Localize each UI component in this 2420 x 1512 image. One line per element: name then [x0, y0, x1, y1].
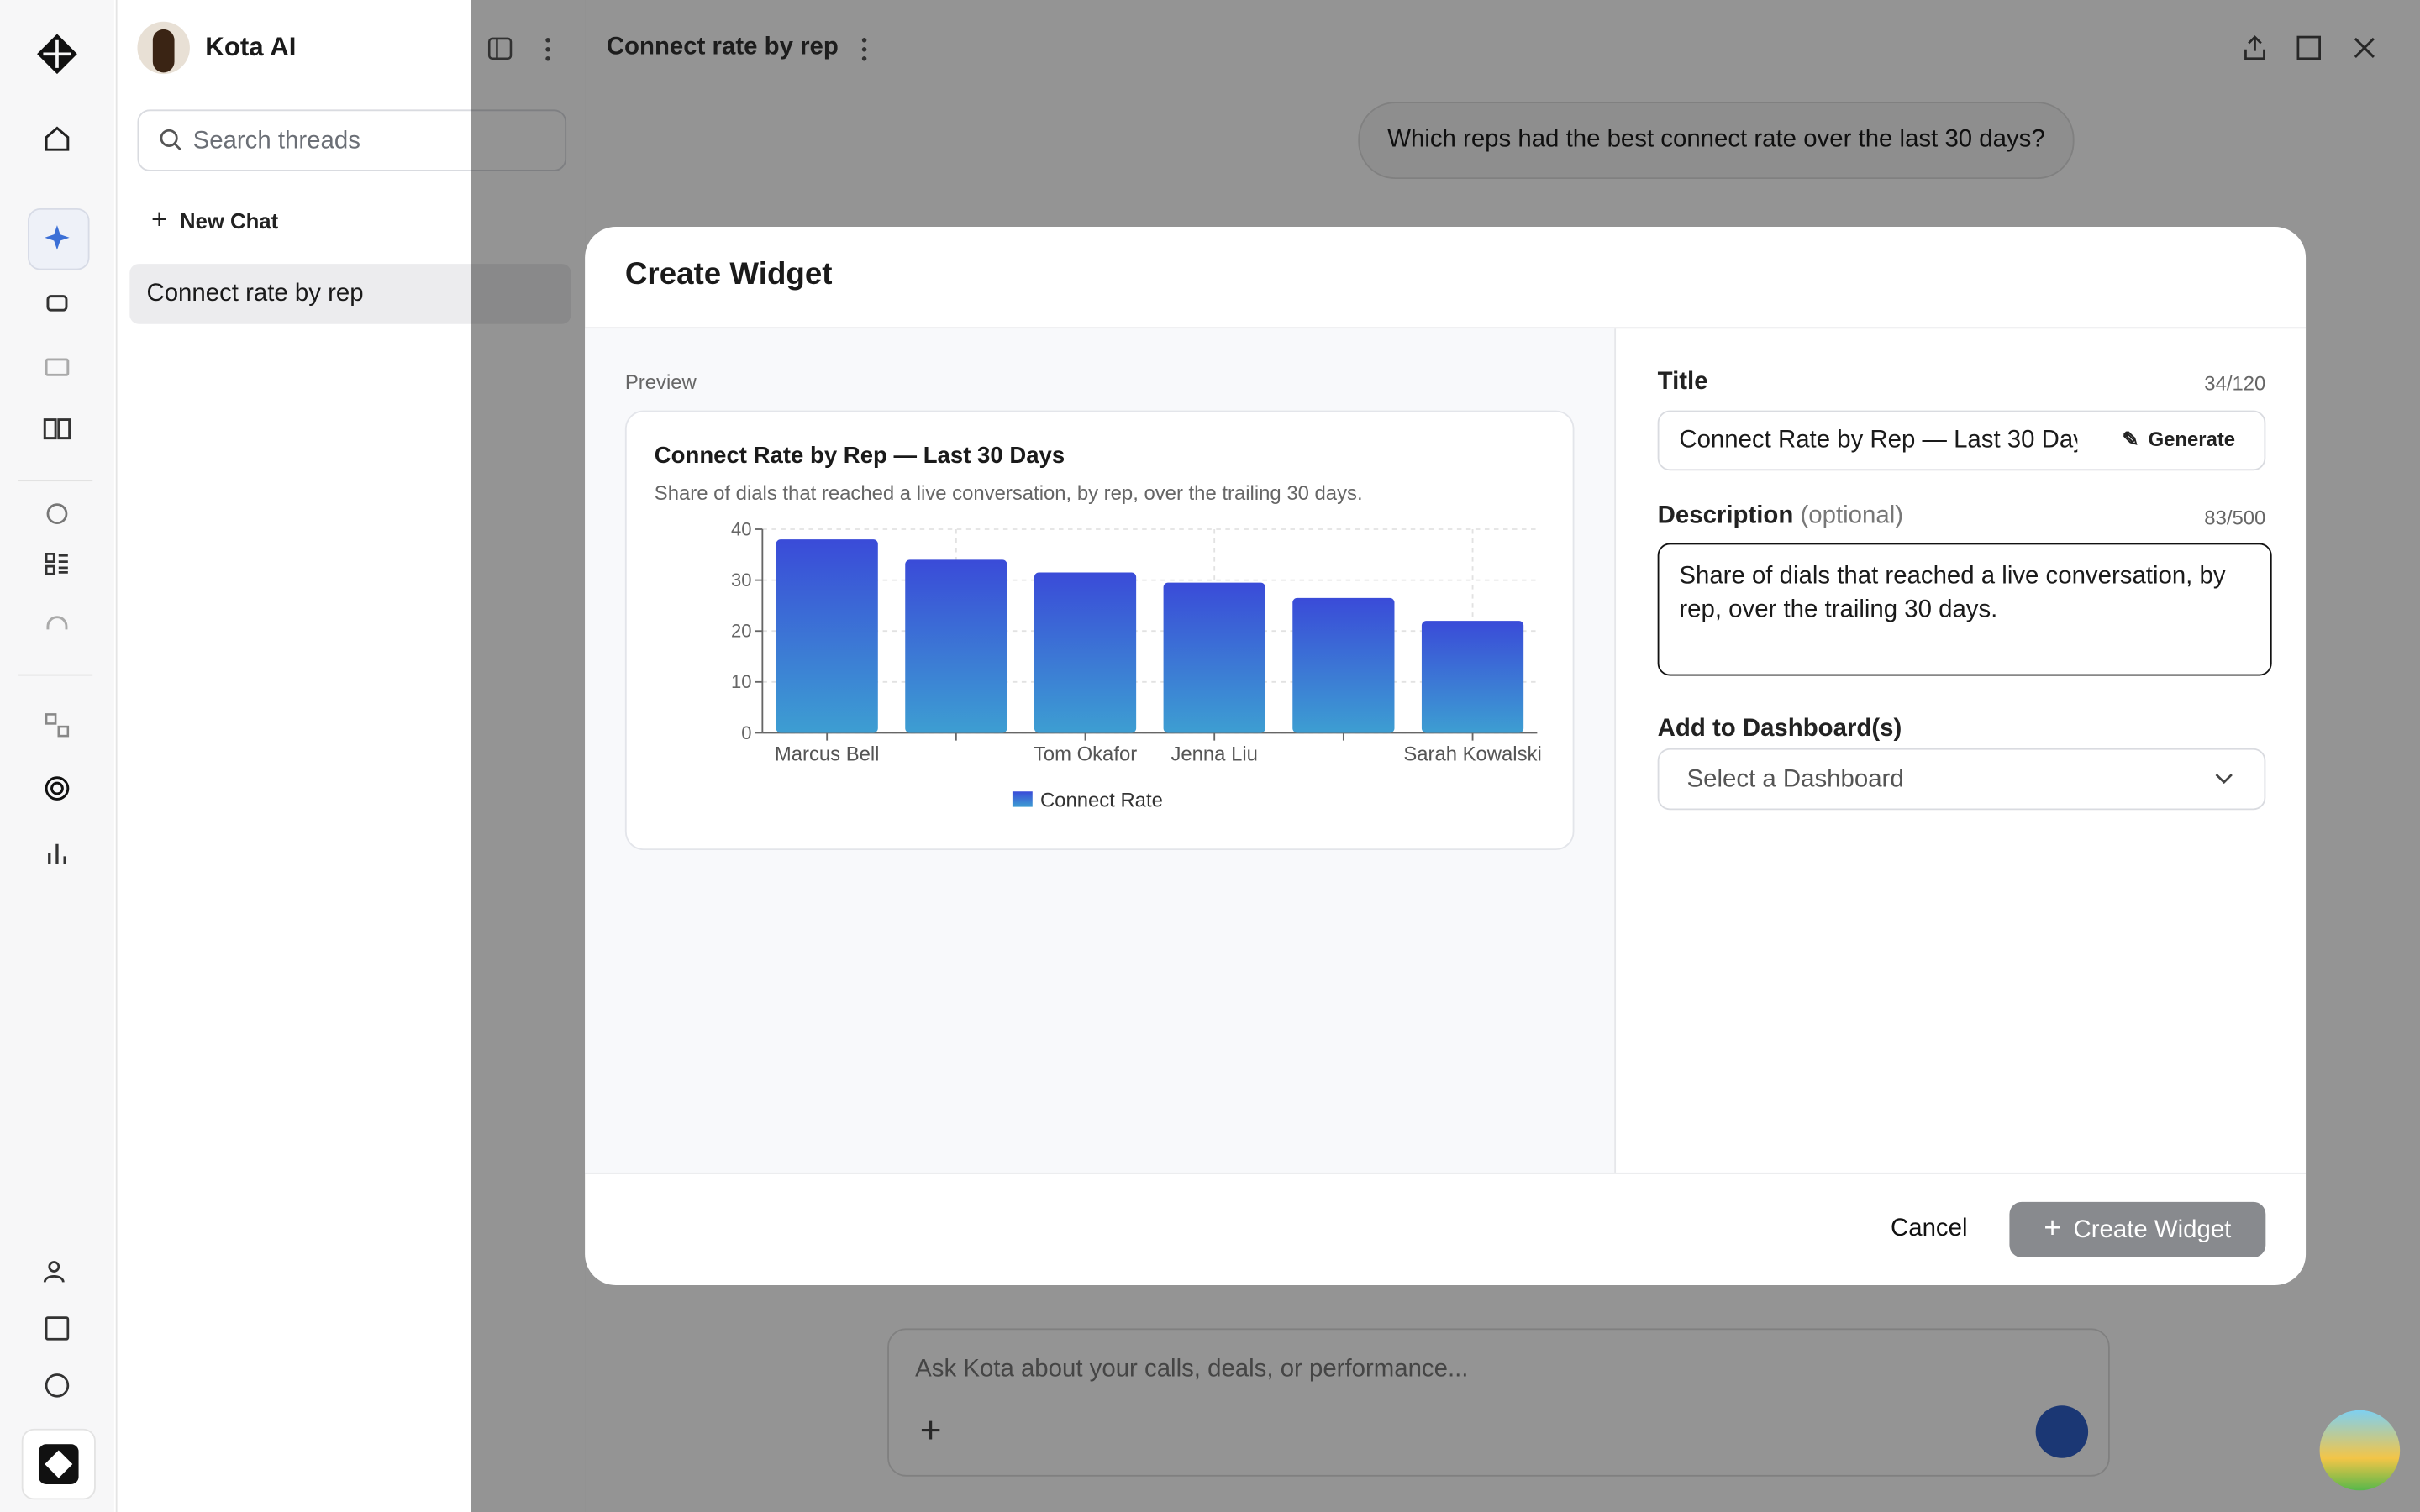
bar — [776, 539, 878, 733]
users-icon[interactable] — [43, 1257, 71, 1285]
preview-pane: Preview Connect Rate by Rep — Last 30 Da… — [585, 328, 1617, 1173]
divider — [18, 480, 93, 482]
description-counter: 83/500 — [2204, 506, 2266, 530]
new-chat[interactable]: + New Chat — [151, 203, 279, 235]
x-tick-label: Marcus Bell — [775, 743, 880, 766]
chart-title: Connect Rate by Rep — Last 30 Days — [654, 443, 1065, 470]
menu-icon[interactable] — [858, 35, 871, 63]
help-icon[interactable] — [43, 1372, 71, 1399]
sparkle-icon[interactable] — [43, 223, 71, 251]
user-message: Which reps had the best connect rate ove… — [1358, 102, 2075, 180]
close-icon[interactable] — [2352, 35, 2376, 60]
menu-icon[interactable] — [542, 35, 555, 63]
generate-label: Generate — [2148, 427, 2236, 451]
book-icon[interactable] — [43, 415, 71, 443]
bot-icon[interactable] — [43, 288, 71, 316]
assistant-bubble[interactable] — [2319, 1410, 2401, 1491]
description-label: Description (optional) — [1658, 503, 1903, 531]
conversation-title: Connect rate by rep — [606, 34, 839, 60]
description-hint: (optional) — [1800, 502, 1904, 530]
chart-subtitle: Share of dials that reached a live conve… — [654, 481, 1363, 505]
icon-rail — [0, 0, 114, 1512]
input-placeholder: Ask Kota about your calls, deals, or per… — [915, 1356, 1469, 1383]
divider — [585, 1172, 2307, 1174]
news-icon[interactable] — [43, 1315, 71, 1342]
bar — [1163, 582, 1265, 733]
x-tick-label: Jenna Liu — [1171, 743, 1257, 766]
workspace-logo — [38, 1444, 79, 1484]
ai-nav[interactable] — [28, 207, 90, 270]
modal-title: Create Widget — [624, 257, 833, 292]
search-box[interactable]: Search threads — [137, 109, 567, 171]
bar — [1421, 621, 1524, 733]
title-label: Title — [1657, 368, 1708, 396]
thread-item[interactable]: Connect rate by rep — [129, 264, 571, 324]
cancel-button[interactable]: Cancel — [1891, 1215, 1968, 1242]
dashboard-label: Add to Dashboard(s) — [1657, 716, 1902, 743]
chevron-icon — [2215, 774, 2233, 785]
logo — [37, 34, 77, 75]
y-tick-label: 20 — [731, 621, 752, 642]
divider — [585, 327, 2307, 329]
preview-card: Connect Rate by Rep — Last 30 Days Share… — [624, 410, 1575, 851]
y-tick-label: 10 — [731, 671, 752, 692]
preview-label: Preview — [624, 370, 697, 394]
create-widget-button[interactable]: + Create Widget — [2009, 1201, 2266, 1257]
dashboard-select[interactable]: Select a Dashboard — [1657, 748, 2266, 811]
app-name: Kota AI — [205, 32, 297, 62]
y-tick-label: 30 — [731, 570, 752, 591]
bar — [905, 559, 1007, 733]
search-icon — [160, 129, 182, 151]
share-icon[interactable] — [2241, 34, 2269, 61]
flow-icon[interactable] — [43, 711, 71, 739]
y-tick-label: 0 — [741, 722, 751, 743]
create-widget-label: Create Widget — [2073, 1217, 2232, 1244]
chat-input[interactable]: Ask Kota about your calls, deals, or per… — [887, 1328, 2110, 1477]
threads-panel: Kota AI Search threads + New Chat Connect… — [115, 0, 587, 1512]
history-icon[interactable] — [43, 500, 71, 528]
title-counter: 34/120 — [2204, 371, 2266, 396]
send-button[interactable] — [2035, 1405, 2089, 1458]
new-chat-label: New Chat — [180, 207, 279, 234]
title-input[interactable]: Connect Rate by Rep — Last 30 Days ✎ Gene… — [1657, 410, 2266, 471]
search-placeholder: Search threads — [192, 128, 360, 155]
description-label-text: Description — [1657, 502, 1794, 530]
thread-title: Connect rate by rep — [146, 281, 364, 307]
briefcase-icon[interactable] — [43, 352, 71, 380]
collapse-icon[interactable] — [487, 35, 515, 63]
dashboard-placeholder: Select a Dashboard — [1686, 766, 1904, 794]
y-tick-label: 40 — [731, 518, 752, 539]
attach-button[interactable]: + — [919, 1410, 942, 1452]
x-tick-label: Sarah Kowalski — [1403, 743, 1541, 766]
target-icon[interactable] — [43, 774, 71, 802]
legend-label: Connect Rate — [1040, 790, 1163, 812]
divider — [18, 674, 93, 676]
x-tick-label: Tom Okafor — [1034, 743, 1137, 766]
bar — [1292, 597, 1395, 733]
home-icon[interactable] — [43, 125, 71, 153]
avatar — [137, 21, 190, 75]
legend-swatch — [1012, 791, 1033, 807]
list-icon[interactable] — [43, 549, 71, 577]
workspace-button[interactable] — [21, 1428, 96, 1500]
chart-icon[interactable] — [43, 839, 71, 867]
fullscreen-icon[interactable] — [2295, 34, 2323, 61]
bar — [1034, 572, 1137, 733]
headset-icon[interactable] — [43, 612, 71, 640]
generate-button[interactable]: ✎ Generate — [2122, 427, 2236, 451]
create-widget-modal: Create Widget Preview Connect Rate by Re… — [585, 227, 2307, 1286]
description-input[interactable]: Share of dials that reached a live conve… — [1657, 543, 2272, 676]
title-value: Connect Rate by Rep — Last 30 Days — [1679, 427, 2078, 454]
chart: 0 10 20 30 40 Marcus Bell Tom Okafor Jenna Liu S… — [731, 518, 1542, 812]
